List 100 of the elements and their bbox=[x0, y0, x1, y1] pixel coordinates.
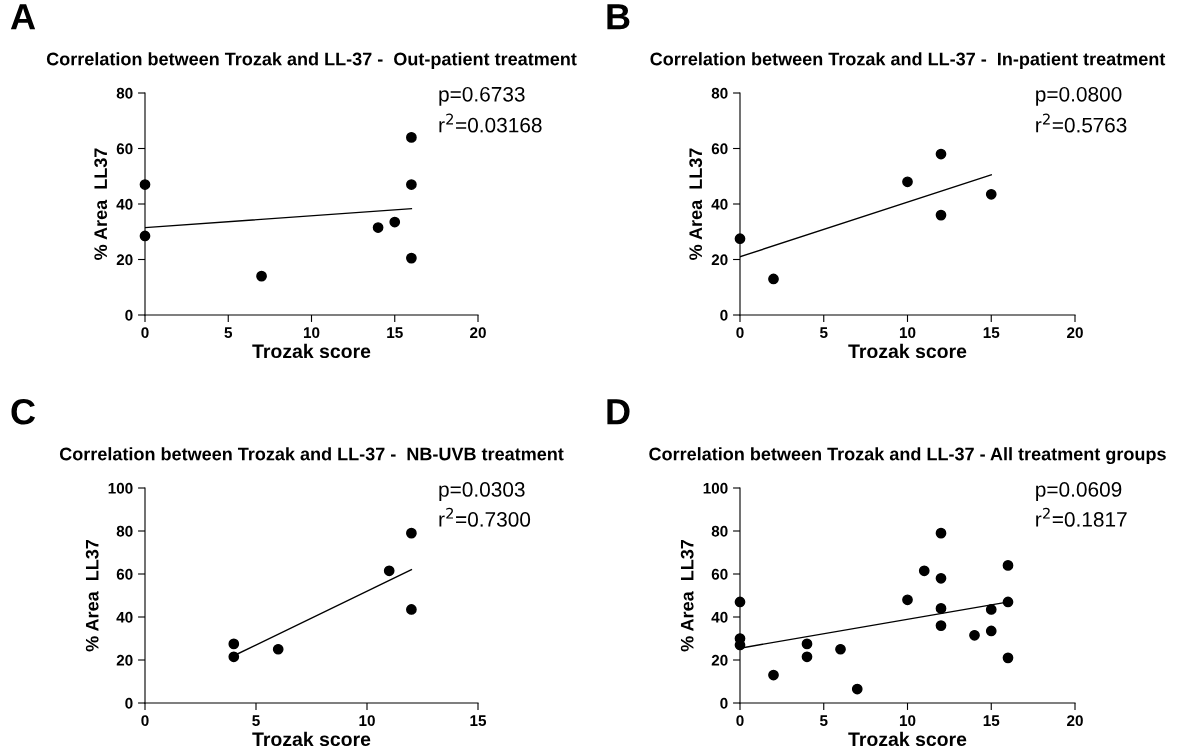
point bbox=[228, 638, 240, 650]
y-tick-label: 0 bbox=[720, 697, 728, 709]
x-tick-label: 5 bbox=[252, 715, 260, 727]
point bbox=[918, 565, 930, 577]
point bbox=[1002, 652, 1014, 664]
y-tick-label: 20 bbox=[711, 654, 728, 666]
point bbox=[139, 230, 151, 242]
chart-title: Correlation between Trozak and LL-37 - NB-UVB treatment bbox=[59, 447, 564, 461]
x-tick-label: 10 bbox=[359, 715, 375, 727]
point bbox=[969, 629, 980, 641]
point bbox=[835, 643, 846, 655]
y-tick-label: 20 bbox=[116, 654, 133, 666]
x-tick-label: 0 bbox=[736, 715, 744, 727]
x-tick-label: 20 bbox=[1067, 715, 1083, 727]
point bbox=[935, 148, 947, 160]
point bbox=[935, 209, 947, 221]
x-tick-label: 5 bbox=[819, 715, 828, 727]
y-axis-title: % Area LL37 bbox=[680, 539, 694, 652]
text: C bbox=[11, 398, 36, 425]
annotation: r$^{2}$=0.5763 bbox=[1036, 113, 1127, 133]
point bbox=[902, 594, 913, 606]
point bbox=[383, 565, 395, 577]
point bbox=[256, 270, 267, 282]
point bbox=[768, 273, 779, 285]
y-tick-label: 40 bbox=[116, 198, 133, 210]
point bbox=[406, 179, 417, 190]
x-tick-label: 5 bbox=[224, 327, 233, 339]
point bbox=[1002, 560, 1014, 571]
x-tick-label: 20 bbox=[470, 327, 486, 339]
annotation: r$^{2}$=0.7300 bbox=[439, 507, 531, 527]
y-tick-label: 40 bbox=[116, 611, 133, 623]
point bbox=[734, 596, 746, 608]
y-tick-label: 80 bbox=[116, 525, 133, 537]
y-tick-label: 0 bbox=[125, 697, 133, 709]
y-tick-label: 60 bbox=[711, 143, 728, 155]
x-tick-label: 0 bbox=[141, 715, 149, 727]
y-tick-label: 80 bbox=[116, 87, 133, 99]
y-tick-label: 80 bbox=[711, 87, 728, 99]
point bbox=[768, 669, 779, 681]
y-tick-label: 40 bbox=[711, 611, 728, 623]
y-tick-label: 60 bbox=[116, 568, 133, 580]
point bbox=[406, 252, 417, 264]
x-axis-title: Trozak score bbox=[252, 731, 371, 747]
annotation: r$^{2}$=0.03168 bbox=[439, 113, 542, 133]
y-tick-label: 40 bbox=[711, 198, 728, 210]
y-axis-title: % Area LL37 bbox=[94, 148, 108, 260]
x-tick-label: 10 bbox=[899, 715, 916, 727]
y-tick-label: 60 bbox=[711, 568, 728, 580]
y-tick-label: 100 bbox=[703, 482, 728, 494]
annotation: p=0.0303 bbox=[439, 482, 525, 501]
chart-title: Correlation between Trozak and LL-37 - All treatment groups bbox=[649, 447, 1166, 465]
point bbox=[389, 216, 401, 228]
point bbox=[801, 651, 813, 663]
x-tick-label: 5 bbox=[819, 327, 828, 339]
point bbox=[1002, 596, 1014, 608]
annotation: p=0.6733 bbox=[439, 86, 525, 106]
y-tick-label: 60 bbox=[116, 143, 133, 155]
y-tick-label: 0 bbox=[125, 309, 133, 321]
annotation: p=0.0800 bbox=[1036, 86, 1122, 106]
x-axis-title: Trozak score bbox=[252, 343, 371, 359]
y-tick-label: 100 bbox=[108, 482, 133, 494]
y-tick-label: 80 bbox=[711, 525, 728, 537]
point bbox=[372, 222, 384, 233]
point bbox=[406, 132, 417, 143]
point bbox=[935, 620, 947, 631]
point bbox=[272, 643, 284, 655]
point bbox=[406, 604, 417, 615]
x-tick-label: 15 bbox=[387, 327, 403, 339]
x-tick-label: 10 bbox=[303, 327, 320, 339]
y-tick-label: 20 bbox=[116, 254, 133, 266]
point bbox=[902, 176, 913, 188]
point bbox=[139, 179, 151, 190]
x-tick-label: 20 bbox=[1067, 327, 1083, 339]
text: A bbox=[10, 4, 36, 30]
point bbox=[935, 572, 947, 584]
point bbox=[734, 233, 746, 245]
y-tick-label: 20 bbox=[711, 254, 728, 266]
x-tick-label: 10 bbox=[899, 327, 916, 339]
text: B bbox=[607, 4, 630, 30]
point bbox=[985, 604, 997, 615]
point bbox=[985, 625, 997, 637]
point bbox=[801, 638, 813, 650]
x-axis-title: Trozak score bbox=[848, 731, 967, 747]
point bbox=[985, 188, 997, 200]
point bbox=[406, 527, 417, 539]
point bbox=[851, 683, 863, 695]
y-axis-title: % Area LL37 bbox=[689, 148, 703, 260]
x-tick-label: 15 bbox=[470, 715, 487, 727]
x-tick-label: 15 bbox=[983, 715, 1000, 727]
annotation: p=0.0609 bbox=[1036, 482, 1122, 501]
point bbox=[228, 651, 240, 663]
annotation: r$^{2}$=0.1817 bbox=[1036, 507, 1127, 527]
x-axis-title: Trozak score bbox=[848, 343, 967, 359]
point bbox=[935, 603, 947, 614]
x-tick-label: 0 bbox=[141, 327, 149, 339]
x-tick-label: 15 bbox=[983, 327, 1000, 339]
point bbox=[935, 527, 947, 539]
y-axis-title: % Area LL37 bbox=[85, 539, 99, 652]
chart-title: Correlation between Trozak and LL-37 - Out-patient treatment bbox=[46, 52, 577, 69]
text: D bbox=[607, 399, 630, 425]
